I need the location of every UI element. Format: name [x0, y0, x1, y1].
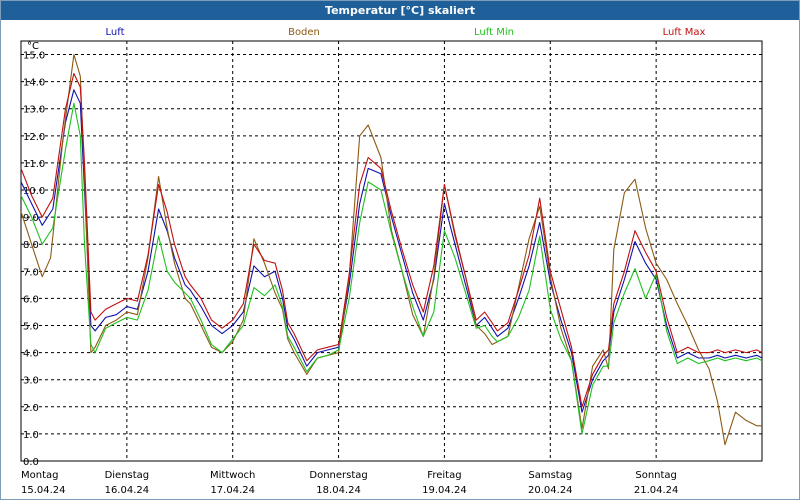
x-tick-date-label: 16.04.24: [105, 485, 150, 496]
y-tick-label: 7.0: [23, 267, 39, 278]
x-tick-day-label: Freitag: [427, 470, 461, 481]
grid: [21, 41, 762, 462]
y-tick-label: 11.0: [23, 159, 45, 170]
y-tick-label: 12.0: [23, 132, 45, 143]
y-tick-label: 10.0: [23, 186, 45, 197]
x-tick-day-label: Mittwoch: [210, 470, 255, 481]
y-axis-unit-label: °C: [27, 41, 39, 52]
x-tick-date-label: 18.04.24: [316, 485, 361, 496]
series-line: [20, 89, 763, 413]
series-line: [20, 72, 763, 408]
x-tick-day-label: Samstag: [528, 470, 572, 481]
series-line: [20, 102, 763, 435]
x-tick-date-label: 21.04.24: [634, 485, 679, 496]
y-tick-label: 1.0: [23, 430, 39, 441]
y-tick-label: 13.0: [23, 105, 45, 116]
plot-frame: [20, 40, 763, 462]
x-tick-date-label: 17.04.24: [210, 485, 255, 496]
y-tick-label: 8.0: [23, 240, 39, 251]
series-lines: [20, 53, 763, 446]
series-line: [20, 53, 762, 446]
y-axis-ticks: 0.0 1.0 2.0 3.0 4.0 5.0 6.0 7.0 8.0 9.0 10.0 11.0 12…: [23, 51, 45, 468]
y-tick-label: 3.0: [23, 376, 39, 387]
y-tick-label: 14.0: [23, 78, 45, 89]
x-axis-ticks: Montag 15.04.24 Dienstag 16.04.24 Mittwoch 17…: [21, 470, 678, 496]
x-tick-date-label: 20.04.24: [528, 485, 573, 496]
y-tick-label: 4.0: [23, 349, 39, 360]
x-tick-day-label: Montag: [21, 470, 58, 481]
x-tick-day-label: Dienstag: [105, 470, 150, 481]
chart-title: Temperatur [°C] skaliert: [1, 1, 799, 20]
legend-entry: Luft Max: [663, 27, 706, 38]
y-tick-label: 15.0: [23, 51, 45, 62]
legend: Luft Boden Luft Min Luft Max: [106, 27, 706, 38]
x-tick-day-label: Sonntag: [635, 470, 677, 481]
x-tick-date-label: 15.04.24: [21, 485, 66, 496]
legend-entry: Boden: [288, 27, 320, 38]
legend-entry: Luft Min: [474, 27, 514, 38]
y-tick-label: 0.0: [23, 457, 39, 468]
y-tick-label: 5.0: [23, 322, 39, 333]
x-tick-date-label: 19.04.24: [422, 485, 467, 496]
y-tick-label: 9.0: [23, 213, 39, 224]
legend-entry: Luft: [106, 27, 125, 38]
x-tick-day-label: Donnerstag: [309, 470, 367, 481]
y-tick-label: 6.0: [23, 294, 39, 305]
y-tick-label: 2.0: [23, 403, 39, 414]
